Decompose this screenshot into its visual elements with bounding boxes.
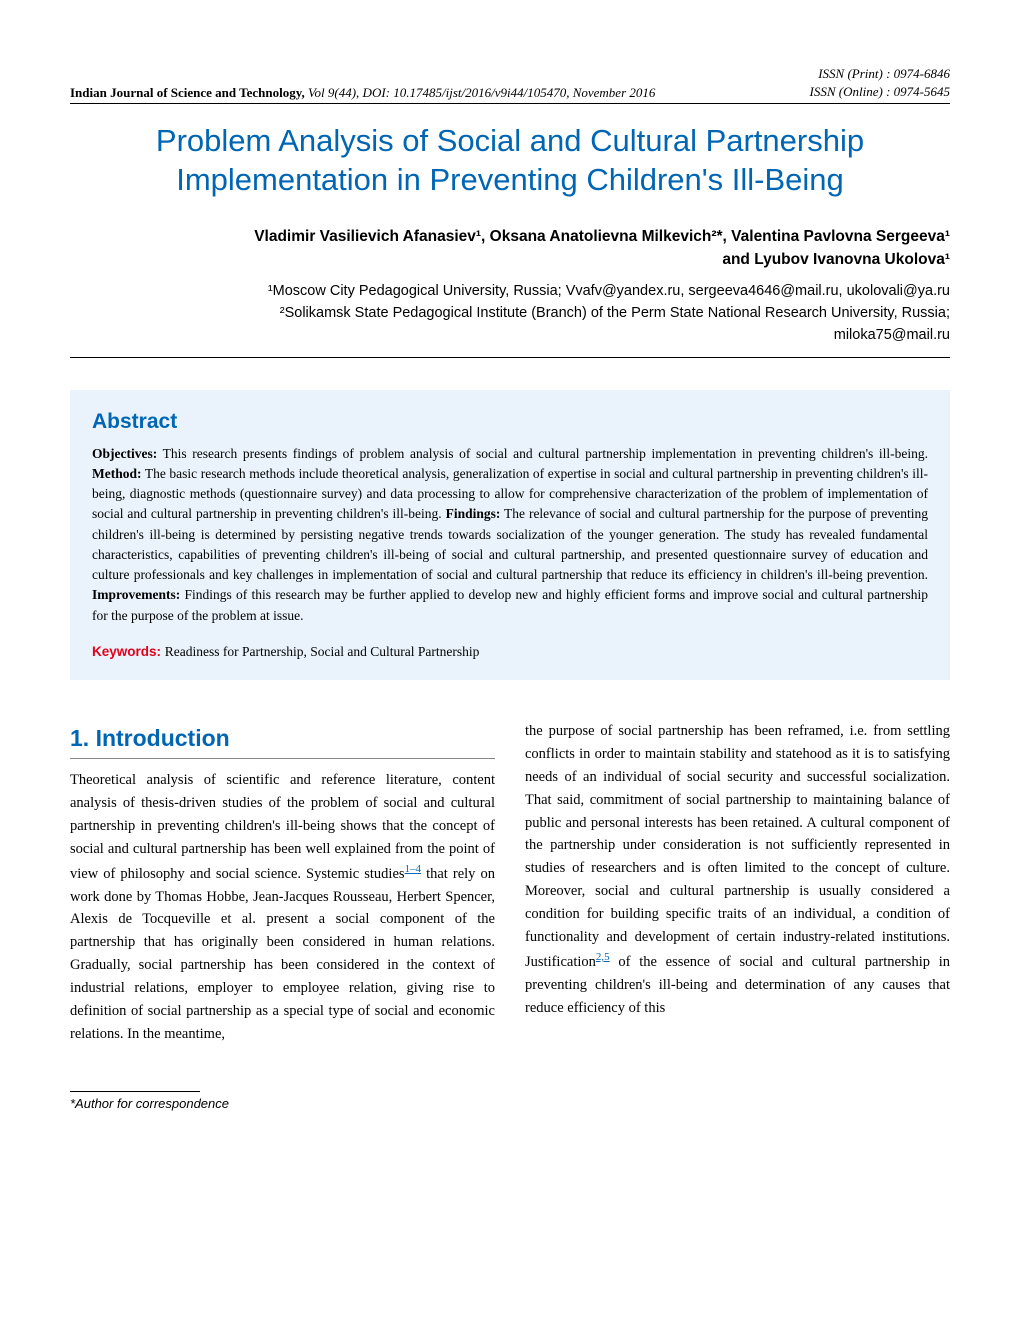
body-columns: 1. Introduction Theoretical analysis of … (70, 720, 950, 1046)
objectives-text: This research presents findings of probl… (157, 446, 928, 461)
reference-link-2-5[interactable]: 2,5 (596, 951, 610, 963)
intro-paragraph-right: the purpose of social partnership has be… (525, 720, 950, 1020)
journal-name: Indian Journal of Science and Technology… (70, 85, 305, 100)
affiliations-block: ¹Moscow City Pedagogical University, Rus… (70, 281, 950, 357)
affiliation-3: miloka75@mail.ru (70, 325, 950, 347)
authors-block: Vladimir Vasilievich Afanasiev¹, Oksana … (70, 225, 950, 272)
keywords-text: Readiness for Partnership, Social and Cu… (165, 644, 480, 659)
col1-text-2: that rely on work done by Thomas Hobbe, … (70, 866, 495, 1042)
issn-print: ISSN (Print) : 0974-6846 (810, 65, 950, 83)
col2-text-1: the purpose of social partnership has be… (525, 723, 950, 970)
citation-details: Vol 9(44), DOI: 10.17485/ijst/2016/v9i44… (305, 85, 656, 100)
keywords-line: Keywords: Readiness for Partnership, Soc… (92, 644, 928, 660)
findings-label: Findings: (446, 506, 501, 521)
column-left: 1. Introduction Theoretical analysis of … (70, 720, 495, 1046)
objectives-label: Objectives: (92, 446, 157, 461)
improvements-text: Findings of this research may be further… (92, 587, 928, 622)
authors-line-1: Vladimir Vasilievich Afanasiev¹, Oksana … (70, 225, 950, 248)
column-right: the purpose of social partnership has be… (525, 720, 950, 1046)
affiliation-2: ²Solikamsk State Pedagogical Institute (… (70, 303, 950, 325)
affiliation-1: ¹Moscow City Pedagogical University, Rus… (70, 281, 950, 303)
improvements-label: Improvements: (92, 587, 180, 602)
abstract-box: Abstract Objectives: This research prese… (70, 390, 950, 680)
footnote-rule (70, 1091, 200, 1092)
article-title: Problem Analysis of Social and Cultural … (70, 122, 950, 200)
correspondence-footnote: *Author for correspondence (70, 1096, 950, 1111)
reference-link-1-4[interactable]: 1–4 (405, 863, 422, 875)
journal-citation: Indian Journal of Science and Technology… (70, 85, 655, 101)
abstract-body: Objectives: This research presents findi… (92, 444, 928, 626)
abstract-heading: Abstract (92, 410, 928, 434)
header-meta: Indian Journal of Science and Technology… (70, 65, 950, 104)
keywords-label: Keywords: (92, 644, 165, 659)
section-1-heading: 1. Introduction (70, 720, 495, 759)
authors-line-2: and Lyubov Ivanovna Ukolova¹ (70, 248, 950, 271)
intro-paragraph-left: Theoretical analysis of scientific and r… (70, 769, 495, 1046)
issn-online: ISSN (Online) : 0974-5645 (810, 83, 950, 101)
issn-block: ISSN (Print) : 0974-6846 ISSN (Online) :… (810, 65, 950, 101)
method-label: Method: (92, 466, 142, 481)
